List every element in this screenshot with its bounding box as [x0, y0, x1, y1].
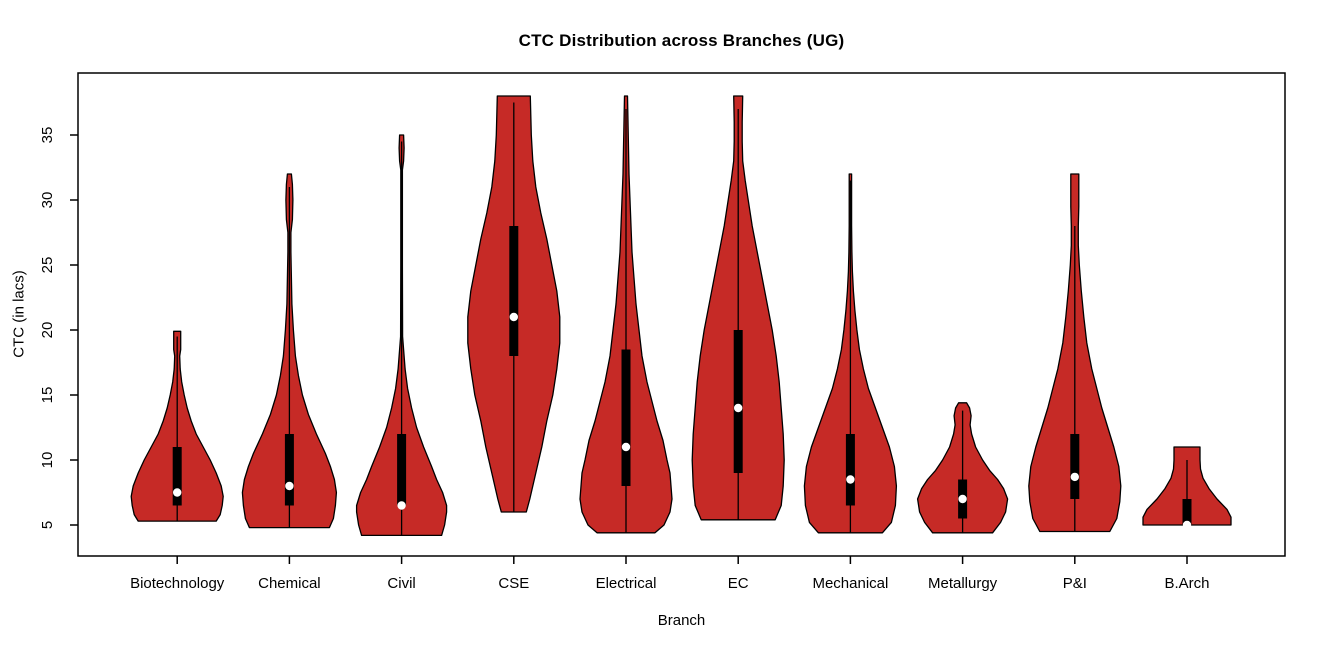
- median-dot-metallurgy: [958, 494, 967, 504]
- iqr-box-civil: [397, 434, 407, 506]
- x-axis-title: Branch: [657, 612, 706, 629]
- iqr-box-b-arch: [1182, 499, 1192, 525]
- y-tick-label: 15: [39, 387, 56, 404]
- y-tick-label: 35: [39, 127, 56, 144]
- x-tick-label-cse: CSE: [498, 575, 529, 592]
- x-tick-label-civil: Civil: [387, 575, 415, 592]
- plot-border: [77, 72, 1286, 557]
- iqr-box-p-i: [1070, 434, 1080, 499]
- iqr-box-cse: [509, 226, 519, 356]
- iqr-box-ec: [733, 330, 743, 473]
- x-tick-label-biotechnology: Biotechnology: [130, 575, 225, 592]
- median-dot-biotechnology: [173, 488, 182, 497]
- x-tick-label-electrical: Electrical: [596, 575, 657, 592]
- x-tick-label-p-i: P&I: [1063, 575, 1087, 592]
- x-tick-label-b-arch: B.Arch: [1164, 575, 1209, 592]
- median-dot-ec: [734, 403, 743, 413]
- median-dot-b-arch: [1182, 520, 1192, 530]
- median-dot-civil: [397, 501, 406, 510]
- chart-title: CTC Distribution across Branches (UG): [518, 31, 845, 50]
- iqr-box-mechanical: [845, 434, 855, 506]
- y-tick-label: 20: [39, 322, 56, 339]
- y-tick-label: 30: [39, 192, 56, 209]
- iqr-box-chemical: [284, 434, 294, 506]
- iqr-box-biotechnology: [172, 447, 182, 506]
- x-tick-label-chemical: Chemical: [258, 575, 321, 592]
- median-dot-electrical: [621, 442, 631, 452]
- x-tick-label-mechanical: Mechanical: [812, 575, 888, 592]
- x-tick-label-ec: EC: [728, 575, 749, 592]
- x-tick-label-metallurgy: Metallurgy: [928, 575, 998, 592]
- median-dot-p-i: [1070, 472, 1080, 482]
- y-tick-label: 25: [39, 257, 56, 274]
- median-dot-mechanical: [846, 475, 855, 484]
- iqr-box-electrical: [621, 349, 631, 486]
- y-tick-label: 10: [39, 452, 56, 469]
- median-dot-chemical: [285, 481, 294, 491]
- median-dot-cse: [509, 312, 518, 322]
- y-tick-label: 5: [39, 521, 56, 529]
